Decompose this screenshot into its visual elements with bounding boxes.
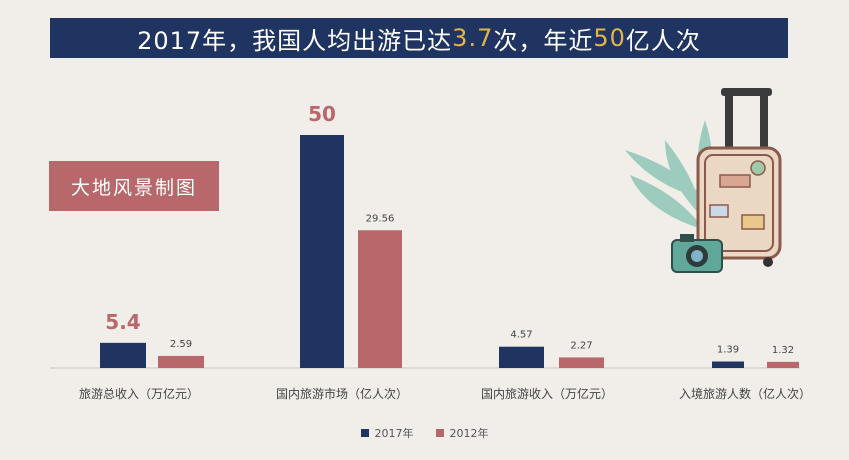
suitcase-camera-illustration [625,88,782,273]
source-badge: 大地风景制图 [49,161,219,211]
data-label-2017-cat3: 4.57 [510,330,532,341]
legend: 2017年 2012年 [0,425,849,441]
legend-swatch-2012 [435,429,444,437]
data-label-2012-cat1: 2.59 [170,339,192,350]
title-part-1: 2017年，我国人均出游已达 [137,26,453,55]
title-part-3: 亿人次 [625,26,701,55]
bar-2012-cat4 [767,361,799,368]
title-part-2: 次，年近 [493,26,594,55]
category-label-2: 国内旅游市场（亿人次） [276,386,408,401]
category-label-3: 国内旅游收入（万亿元） [481,386,613,401]
bar-2012-cat2 [358,230,402,368]
data-label-2012-cat3: 2.27 [570,340,592,351]
data-label-2017-cat1: 5.4 [105,310,140,334]
title-highlight-trips-per-capita: 3.7 [452,24,494,52]
legend-label-2017: 2017年 [374,427,414,440]
category-label-1: 旅游总收入（万亿元） [79,386,199,401]
legend-label-2012: 2012年 [449,427,489,440]
data-label-2017-cat4: 1.39 [717,345,739,356]
category-label-4: 入境旅游人数（亿人次） [679,386,811,401]
bar-2017-cat2 [300,135,344,368]
bar-2017-cat4 [712,361,744,368]
chart-title-banner: 2017年，我国人均出游已达 3.7 次，年近 50 亿人次 [50,18,788,58]
legend-item-2012: 2012年 [435,425,489,441]
data-label-2017-cat2: 50 [308,102,336,126]
bar-2012-cat3 [559,357,604,368]
legend-swatch-2017 [360,429,369,437]
bar-2017-cat3 [499,346,544,368]
bar-2012-cat1 [158,355,204,368]
data-label-2012-cat4: 1.32 [772,345,794,356]
legend-item-2017: 2017年 [360,425,414,441]
data-label-2012-cat2: 29.56 [366,213,395,224]
title-highlight-total-trips: 50 [593,24,626,52]
bar-2017-cat1 [100,342,146,368]
